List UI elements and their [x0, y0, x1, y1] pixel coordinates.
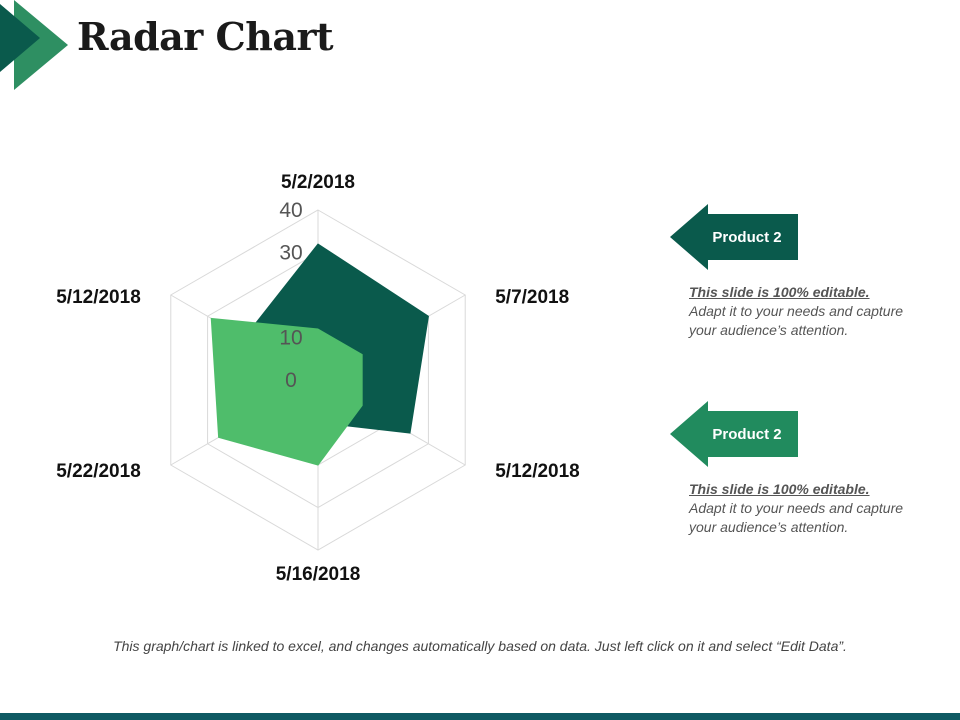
radar-tick-label: 30 — [279, 242, 302, 265]
footnote: This graph/chart is linked to excel, and… — [113, 638, 847, 654]
page-title: Radar Chart — [77, 14, 334, 59]
product-callout-1: Product 2 — [670, 204, 800, 270]
left-arrow-shape — [670, 204, 798, 270]
note-body: Adapt it to your needs and capture your … — [689, 303, 904, 338]
callout-label: Product 2 — [712, 425, 782, 443]
radar-chart: 0 10 30 40 5/2/2018 5/7/2018 5/12/2018 5/16/201… — [56, 172, 580, 585]
note-body: Adapt it to your needs and capture your … — [689, 500, 904, 535]
radar-category-label: 5/2/2018 — [281, 172, 355, 193]
radar-category-label: 5/12/2018 — [495, 461, 580, 482]
bottom-bar — [0, 713, 960, 720]
radar-tick-label: 10 — [279, 327, 302, 350]
radar-category-label: 5/12/2018 — [56, 287, 141, 308]
radar-tick-label: 40 — [279, 199, 302, 222]
radar-category-label: 5/22/2018 — [56, 461, 141, 482]
callout-label: Product 2 — [712, 228, 782, 246]
note-heading: This slide is 100% editable. — [689, 481, 870, 497]
radar-tick-label: 0 — [285, 369, 297, 392]
radar-category-label: 5/16/2018 — [276, 564, 361, 585]
radar-category-label: 5/7/2018 — [495, 287, 569, 308]
callout-note-1: This slide is 100% editable. Adapt it to… — [689, 283, 909, 340]
radar-series-area — [210, 317, 363, 466]
logo-arrow-icon — [0, 0, 68, 90]
note-heading: This slide is 100% editable. — [689, 284, 870, 300]
left-arrow-shape — [670, 401, 798, 467]
callout-note-2: This slide is 100% editable. Adapt it to… — [689, 480, 909, 537]
product-callout-2: Product 2 — [670, 401, 800, 467]
